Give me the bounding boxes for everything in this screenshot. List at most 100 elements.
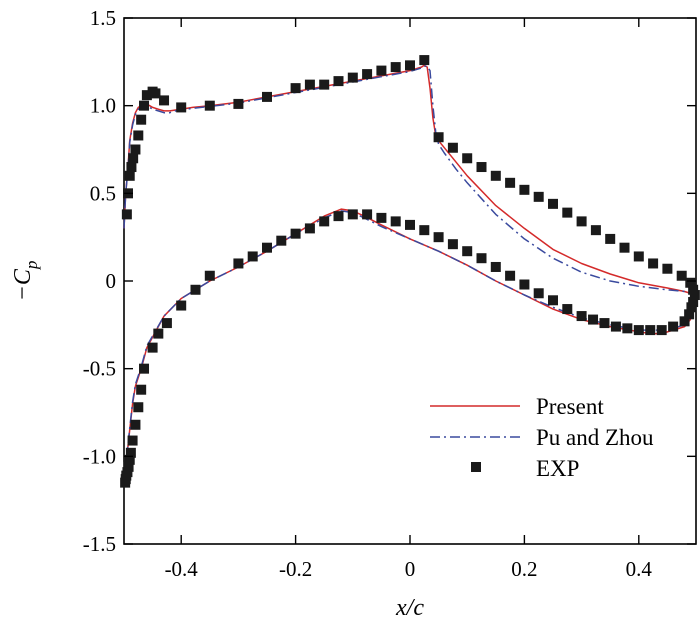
y-tick-label: 0 — [106, 269, 117, 293]
exp-point — [462, 246, 473, 257]
exp-point — [347, 209, 358, 220]
x-axis-label: x/c — [395, 595, 424, 621]
legend: Present Pu and Zhou EXP — [430, 394, 654, 481]
y-tick-label: -1.0 — [83, 444, 116, 468]
exp-point — [304, 223, 315, 234]
exp-point — [562, 304, 573, 315]
exp-point — [376, 65, 387, 76]
x-tick-label: 0.4 — [626, 557, 653, 581]
exp-point — [319, 79, 330, 90]
exp-point — [190, 284, 201, 295]
exp-point — [123, 461, 134, 472]
exp-point — [153, 328, 164, 339]
exp-point — [685, 277, 696, 288]
exp-point — [519, 184, 530, 195]
x-tick-label: 0 — [405, 557, 416, 581]
exp-point — [130, 419, 141, 430]
exp-point — [662, 263, 673, 274]
x-tick-label: 0.2 — [511, 557, 537, 581]
exp-point — [645, 325, 656, 336]
exp-point — [548, 198, 558, 209]
exp-point — [133, 130, 144, 141]
exp-point — [688, 297, 699, 308]
exp-point — [433, 232, 444, 243]
exp-point — [362, 69, 373, 80]
exp-point — [490, 170, 501, 181]
y-tick-label: 0.5 — [90, 181, 116, 205]
exp-point — [447, 142, 458, 153]
exp-point — [128, 153, 139, 164]
exp-point — [233, 98, 244, 109]
exp-point — [333, 211, 344, 222]
exp-point — [419, 225, 430, 236]
exp-point — [136, 114, 147, 125]
exp-point — [419, 55, 430, 66]
y-axis-label: −Cp — [10, 261, 41, 302]
exp-point — [684, 309, 695, 320]
exp-point — [588, 314, 599, 325]
legend-marker-exp — [471, 462, 481, 472]
exp-point — [562, 207, 573, 218]
y-tick-label: -1.5 — [83, 532, 116, 556]
exp-point — [319, 216, 330, 227]
exp-point — [505, 270, 516, 281]
exp-point — [150, 88, 161, 99]
exp-point — [362, 209, 373, 220]
exp-point — [204, 270, 215, 281]
exp-point — [176, 300, 187, 311]
y-tick-label: 1.0 — [90, 94, 116, 118]
exp-point — [290, 228, 301, 239]
exp-point — [689, 290, 700, 301]
plot-area: -0.4 -0.2 0 0.2 0.4 -1.5 -1.0 -0.5 0 0.5 1.0 1.5 — [83, 6, 700, 581]
exp-point — [619, 242, 630, 253]
exp-point — [390, 62, 401, 73]
exp-point — [676, 270, 687, 281]
series-line-present — [123, 64, 697, 475]
exp-point — [347, 72, 358, 83]
exp-point — [159, 95, 170, 106]
exp-point — [333, 76, 344, 87]
exp-point — [124, 454, 135, 465]
exp-point — [126, 162, 137, 173]
exp-point — [548, 295, 558, 306]
y-tick-label: -0.5 — [83, 357, 116, 381]
exp-point — [447, 239, 458, 250]
legend-label-pu-zhou: Pu and Zhou — [536, 425, 654, 450]
exp-point — [476, 253, 487, 264]
exp-point — [376, 212, 387, 223]
exp-point — [161, 318, 172, 329]
exp-point — [433, 132, 444, 143]
series-exp-points — [120, 55, 700, 488]
exp-point — [656, 325, 667, 336]
exp-point — [130, 144, 141, 155]
exp-point — [141, 90, 152, 101]
exp-point — [204, 100, 215, 111]
exp-point — [136, 384, 147, 395]
exp-point — [668, 321, 679, 332]
exp-point — [390, 216, 401, 227]
exp-point — [462, 153, 473, 164]
exp-point — [599, 318, 610, 329]
svg-text:−Cp: −Cp — [10, 261, 41, 302]
exp-point — [247, 251, 258, 262]
exp-point — [405, 219, 415, 230]
exp-point — [120, 477, 131, 488]
exp-point — [505, 177, 516, 188]
exp-point — [262, 91, 272, 102]
exp-point — [622, 323, 633, 334]
ticks-layer: -0.4 -0.2 0 0.2 0.4 -1.5 -1.0 -0.5 0 0.5 1.0 1.5 — [83, 6, 696, 581]
legend-label-present: Present — [536, 394, 604, 419]
exp-point — [276, 235, 287, 246]
exp-point — [176, 102, 187, 113]
exp-point — [533, 288, 544, 299]
exp-point — [476, 162, 487, 173]
exp-point — [648, 258, 659, 269]
exp-point — [590, 225, 601, 236]
exp-point — [133, 402, 144, 413]
y-axis-label-main: −C — [10, 268, 36, 301]
series-layer — [120, 55, 700, 488]
exp-point — [490, 261, 501, 272]
exp-point — [405, 60, 415, 71]
exp-point — [147, 342, 158, 353]
